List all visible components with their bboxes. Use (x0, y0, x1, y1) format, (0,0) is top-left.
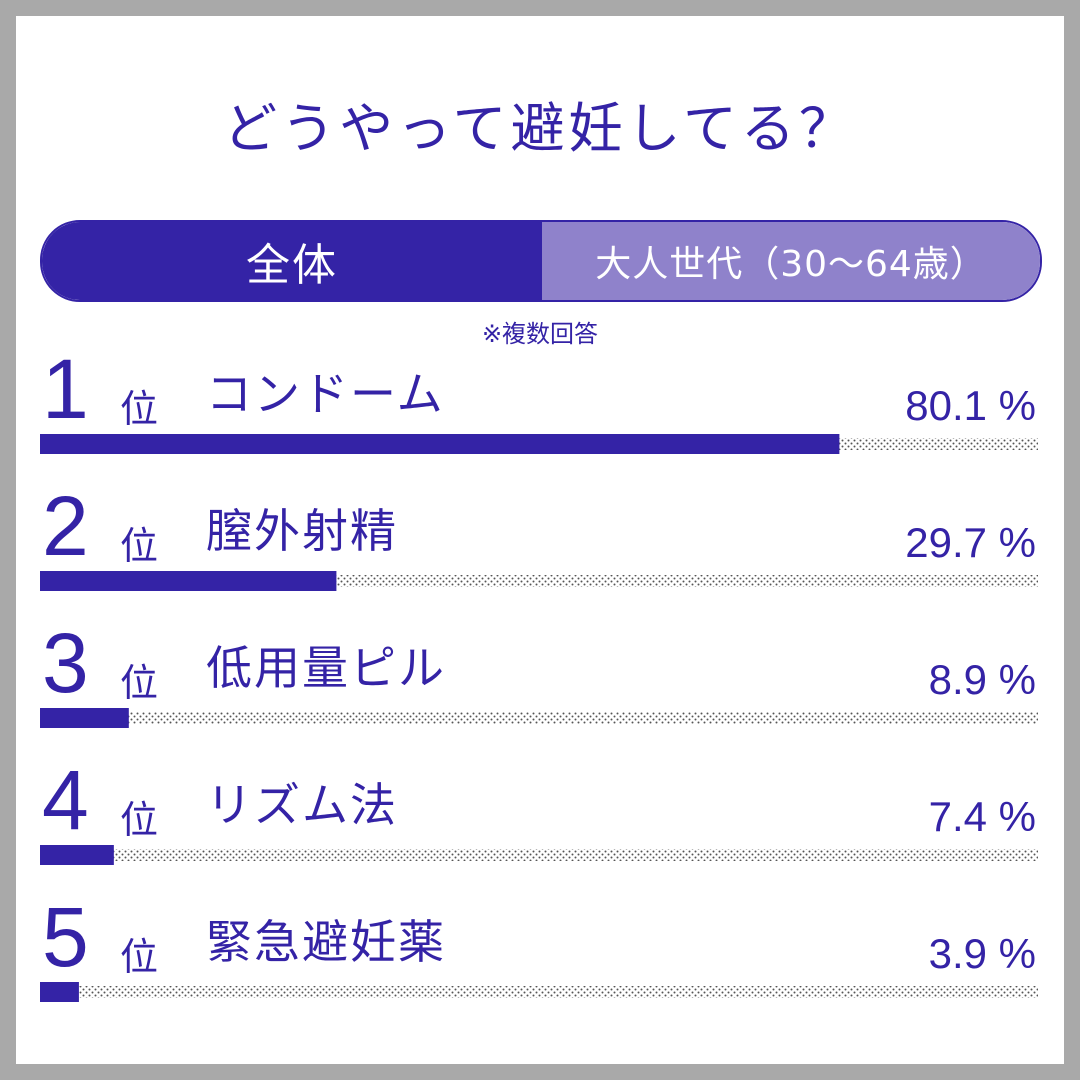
rank-number: 2 (42, 479, 89, 573)
bar-label: 膣外射精 (206, 504, 398, 558)
tab-bar: 全体 大人世代（30〜64歳） (40, 220, 1042, 302)
bar-value-label: 80.1 % (905, 382, 1036, 429)
rank-suffix: 位 (120, 387, 158, 431)
bar (40, 434, 840, 454)
bar-track (40, 849, 1038, 861)
rank-number: 5 (42, 890, 89, 984)
bar-label: 緊急避妊薬 (206, 915, 446, 969)
rank-suffix: 位 (120, 661, 158, 705)
bar-track (40, 986, 1038, 998)
bar-value-label: 7.4 % (929, 793, 1036, 840)
rank-suffix: 位 (120, 524, 158, 568)
bar-label: 低用量ピル (206, 641, 446, 695)
infographic-card: どうやって避妊してる？ 全体 大人世代（30〜64歳） ※複数回答 1 位コンドー… (16, 16, 1064, 1064)
tab-adult-generation[interactable]: 大人世代（30〜64歳） (542, 222, 1040, 300)
bar (40, 571, 337, 591)
bar-track (40, 712, 1038, 724)
rank-number: 1 (42, 342, 89, 436)
bar-value-label: 8.9 % (929, 656, 1036, 703)
rank-suffix: 位 (120, 798, 158, 842)
bar (40, 845, 114, 865)
multiple-answer-note: ※複数回答 (481, 320, 599, 348)
rank-number: 4 (42, 753, 89, 847)
bar-value-label: 3.9 % (929, 930, 1036, 977)
bar-label: コンドーム (206, 367, 445, 421)
bar-label: リズム法 (206, 778, 398, 832)
bar (40, 982, 79, 1002)
ranking-chart: 1 位コンドーム 80.1 %2 位膣外射精 29.7 %3 位低用量ピル 8.9 %4 位リ… (40, 342, 1038, 1002)
bar-value-label: 29.7 % (905, 519, 1036, 566)
tab-all[interactable]: 全体 (42, 222, 542, 300)
bar (40, 708, 129, 728)
page-title: どうやって避妊してる？ (223, 97, 857, 160)
rank-number: 3 (42, 616, 89, 710)
rank-suffix: 位 (120, 935, 158, 979)
